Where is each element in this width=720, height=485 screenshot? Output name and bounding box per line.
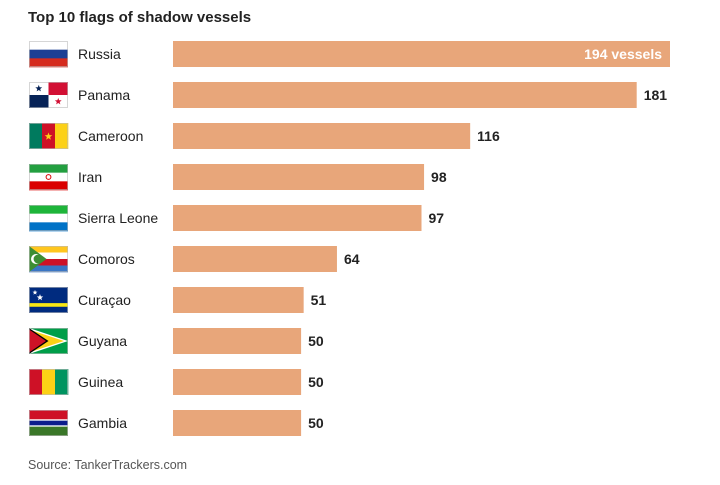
- value-label-cameroon: 116: [477, 128, 500, 144]
- country-label-gambia: Gambia: [78, 415, 127, 431]
- panama-flag-icon: [29, 82, 68, 108]
- bar-chart: Russia 194 vessels Panama 181 Cameroon 116 Ira…: [29, 41, 670, 436]
- bar-sierra-leone: [173, 205, 422, 231]
- country-label-iran: Iran: [78, 169, 102, 185]
- country-label-curacao: Curaçao: [78, 292, 131, 308]
- curacao-flag-icon: [29, 287, 68, 313]
- value-label-sierra-leone: 97: [429, 210, 445, 226]
- bar-curacao: [173, 287, 304, 313]
- country-label-russia: Russia: [78, 46, 121, 62]
- bar-guyana: [173, 328, 302, 354]
- bar-gambia: [173, 410, 302, 436]
- value-label-guinea: 50: [308, 374, 324, 390]
- bar-guinea: [173, 369, 302, 395]
- bar-panama: [173, 82, 637, 108]
- country-label-comoros: Comoros: [78, 251, 135, 267]
- country-label-guyana: Guyana: [78, 333, 127, 349]
- value-label-curacao: 51: [311, 292, 327, 308]
- guyana-flag-icon: [29, 328, 68, 354]
- value-label-comoros: 64: [344, 251, 360, 267]
- value-label-gambia: 50: [308, 415, 324, 431]
- cameroon-flag-icon: [29, 123, 69, 149]
- sierra-leone-flag-icon: [29, 205, 68, 232]
- value-label-panama: 181: [644, 87, 668, 103]
- country-label-cameroon: Cameroon: [78, 128, 143, 144]
- comoros-flag-icon: [29, 246, 68, 273]
- russia-flag-icon: [29, 41, 68, 68]
- guinea-flag-icon: [29, 369, 69, 395]
- country-label-guinea: Guinea: [78, 374, 123, 390]
- iran-flag-icon: [29, 164, 68, 191]
- bar-russia: [173, 41, 670, 67]
- bar-comoros: [173, 246, 337, 272]
- country-label-sierra-leone: Sierra Leone: [78, 210, 158, 226]
- chart-title: Top 10 flags of shadow vessels: [28, 9, 252, 26]
- value-label-russia: 194 vessels: [584, 46, 662, 62]
- value-label-iran: 98: [431, 169, 447, 185]
- value-label-guyana: 50: [308, 333, 324, 349]
- bar-cameroon: [173, 123, 471, 149]
- source-note: Source: TankerTrackers.com: [28, 458, 188, 472]
- gambia-flag-icon: [29, 410, 68, 436]
- bar-iran: [173, 164, 425, 190]
- country-label-panama: Panama: [78, 87, 130, 103]
